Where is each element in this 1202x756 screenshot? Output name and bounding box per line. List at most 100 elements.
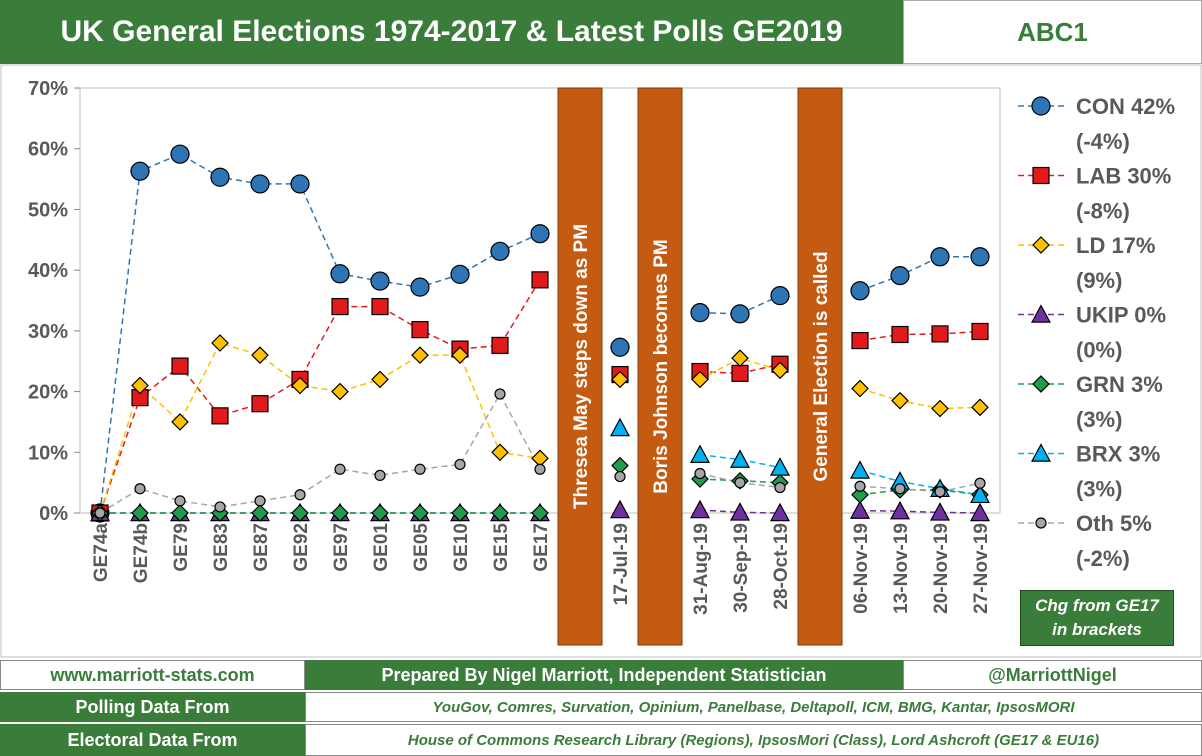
data-point xyxy=(414,463,426,475)
data-point xyxy=(491,504,509,522)
data-point xyxy=(534,463,546,475)
legend-label: BRX 3% xyxy=(1076,442,1160,467)
event-bar xyxy=(797,87,843,646)
x-tick-label: GE83 xyxy=(211,523,232,572)
data-point xyxy=(530,224,550,244)
data-point xyxy=(894,483,906,495)
data-point xyxy=(729,502,751,521)
data-point xyxy=(450,264,470,284)
data-point xyxy=(411,504,429,522)
prepared-by: Prepared By Nigel Marriott, Independent … xyxy=(305,660,903,690)
event-bar xyxy=(557,87,603,646)
twitter-handle[interactable]: @MarriottNigel xyxy=(903,660,1202,690)
data-point xyxy=(974,477,986,489)
data-point xyxy=(889,500,911,520)
data-point xyxy=(410,277,430,297)
data-point xyxy=(854,480,866,492)
series-line-oth xyxy=(859,482,981,493)
x-tick-label: 20-Nov-19 xyxy=(931,523,952,614)
x-tick-label: GE74b xyxy=(131,523,152,583)
data-point xyxy=(929,502,951,521)
data-point xyxy=(411,321,429,339)
series-line-con xyxy=(859,256,980,292)
data-point xyxy=(729,449,751,468)
line-chart: 0% 10% 20% 30% 40% 50% 60% 70% GE74a GE74b GE79 GE8… xyxy=(0,64,1202,658)
legend-marker xyxy=(1032,166,1050,185)
legend-label: CON 42% xyxy=(1076,94,1175,119)
data-point xyxy=(614,470,626,483)
series-line-brx xyxy=(859,469,981,496)
data-point xyxy=(494,388,506,400)
data-point xyxy=(210,167,230,187)
x-tick-label: 06-Nov-19 xyxy=(851,523,872,614)
data-point xyxy=(931,325,949,343)
data-point xyxy=(849,460,871,479)
y-tick-label: 60% xyxy=(28,139,68,161)
data-point xyxy=(371,297,389,316)
data-point xyxy=(851,379,869,398)
data-point xyxy=(730,304,750,324)
legend-marker xyxy=(1035,517,1047,529)
data-point xyxy=(331,297,349,316)
series-line-ld xyxy=(859,387,981,410)
x-tick-label: GE05 xyxy=(411,523,432,572)
change-note: Chg from GE17 in brackets xyxy=(1020,590,1174,646)
data-point xyxy=(171,357,189,375)
data-point xyxy=(370,271,390,291)
legend-change: (0%) xyxy=(1076,338,1122,363)
data-point xyxy=(731,349,749,368)
data-point xyxy=(771,361,789,380)
data-point xyxy=(970,247,990,267)
x-tick-label: 30-Sep-19 xyxy=(731,523,752,613)
data-point xyxy=(769,457,791,476)
data-point xyxy=(331,382,349,401)
x-tick-label: 27-Nov-19 xyxy=(971,523,992,614)
polling-label: Polling Data From xyxy=(0,692,305,722)
legend-change: (9%) xyxy=(1076,268,1122,293)
data-point xyxy=(251,504,269,522)
y-tick-label: 0% xyxy=(39,503,68,525)
website-link[interactable]: www.marriott-stats.com xyxy=(0,660,305,690)
data-point xyxy=(171,504,189,522)
data-point xyxy=(769,502,791,522)
x-tick-label: 17-Jul-19 xyxy=(611,523,632,605)
y-tick-label: 70% xyxy=(28,78,68,100)
x-tick-label: GE10 xyxy=(451,523,472,572)
data-point xyxy=(454,458,466,471)
x-tick-label: 28-Oct-19 xyxy=(771,523,792,610)
event-label: Thresea May steps down as PM xyxy=(571,224,592,509)
legend-marker xyxy=(1030,443,1052,462)
data-point xyxy=(250,174,270,194)
legend-change: (3%) xyxy=(1076,477,1122,502)
data-point xyxy=(609,499,631,519)
data-point xyxy=(931,399,949,418)
data-point xyxy=(531,504,549,522)
legend-change: (-4%) xyxy=(1076,129,1130,154)
chart-title: UK General Elections 1974-2017 & Latest … xyxy=(0,0,903,64)
x-tick-label: GE15 xyxy=(491,523,512,572)
data-point xyxy=(334,463,346,475)
data-point xyxy=(770,286,790,306)
legend-change: (3%) xyxy=(1076,407,1122,432)
legend-marker xyxy=(1032,375,1050,393)
data-point xyxy=(609,417,631,437)
data-point xyxy=(254,495,266,507)
data-point xyxy=(891,325,909,344)
data-point xyxy=(610,337,630,357)
data-point xyxy=(850,281,870,301)
data-point xyxy=(131,504,149,522)
legend-label: Oth 5% xyxy=(1076,511,1152,536)
series-line-con xyxy=(99,153,541,514)
event-bar xyxy=(637,87,683,646)
chart-frame xyxy=(0,64,1202,658)
legend-label: GRN 3% xyxy=(1076,372,1163,397)
data-point xyxy=(330,264,350,284)
polling-sources: YouGov, Comres, Survation, Opinium, Pane… xyxy=(305,692,1202,722)
data-point xyxy=(734,477,746,489)
series-line-ld xyxy=(99,342,541,514)
data-point xyxy=(491,443,509,462)
legend-change: (-8%) xyxy=(1076,199,1130,224)
legend-change: (-2%) xyxy=(1076,546,1130,571)
x-tick-label: GE97 xyxy=(331,523,352,572)
